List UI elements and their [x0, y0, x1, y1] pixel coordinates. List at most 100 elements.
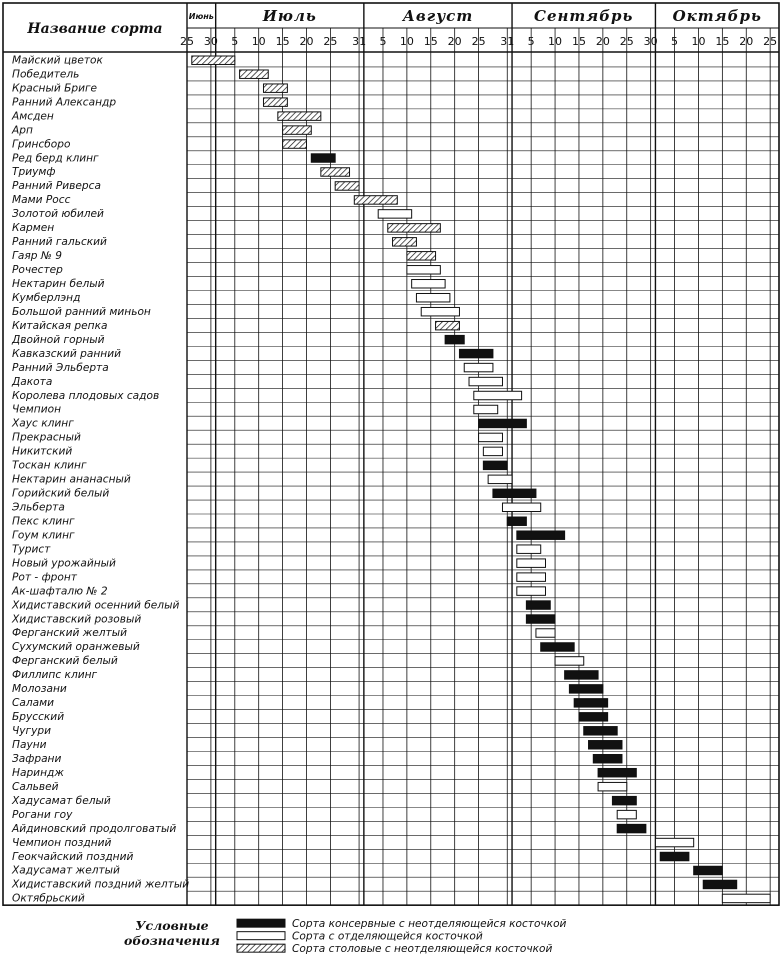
variety-label: Хидиставский поздний желтый — [11, 879, 189, 891]
tick-label: 20 — [739, 35, 753, 48]
tick-label: 15 — [572, 35, 586, 48]
ripening-bar-hatch — [282, 125, 312, 135]
ripening-bar-black — [659, 851, 690, 862]
header-label: Название сорта — [26, 21, 162, 37]
tick-label: 10 — [400, 35, 414, 48]
variety-label: Хадусамат белый — [11, 795, 111, 807]
ripening-bar-white — [654, 837, 695, 848]
variety-label: Хидиставский розовый — [11, 613, 141, 625]
ripening-bar-white — [377, 209, 413, 219]
tick-label: 5 — [671, 35, 678, 48]
legend-label: Сорта консервные с неотделяющейся косточ… — [292, 918, 567, 930]
variety-label: Тоскан клинг — [12, 460, 87, 472]
ripening-bar-black — [516, 530, 566, 540]
ripening-bar-hatch — [353, 195, 398, 205]
tick-label: 31 — [500, 35, 514, 48]
ripening-bar-white — [468, 376, 503, 387]
ripening-bar-white — [482, 446, 503, 457]
variety-label: Горийский белый — [12, 488, 109, 500]
legend-swatch-black — [236, 918, 286, 928]
variety-label: Большой ранний миньон — [12, 306, 151, 318]
variety-label: Арп — [11, 124, 33, 136]
ripening-bar-hatch — [387, 223, 441, 233]
variety-label: Чемпион — [12, 404, 61, 416]
ripening-bar-white — [554, 656, 585, 666]
tick-label: 10 — [252, 35, 266, 48]
ripening-bar-white — [616, 809, 637, 820]
tick-label: 25 — [472, 35, 486, 48]
ripening-bar-black — [525, 600, 551, 610]
variety-label: Мами Росс — [12, 194, 71, 206]
variety-label: Нектарин ананасный — [12, 474, 131, 486]
variety-label: Королева плодовых садов — [12, 390, 159, 402]
ripening-bar-hatch — [334, 181, 360, 191]
ripening-bar-white — [420, 306, 460, 317]
variety-label: Хидиставский осенний белый — [11, 599, 179, 611]
ripening-bar-black — [583, 726, 618, 736]
ripening-bar-hatch — [435, 320, 460, 331]
variety-label: Новый урожайный — [12, 557, 116, 569]
ripening-bar-white — [721, 893, 771, 904]
variety-label: Хадусамат желтый — [11, 865, 120, 877]
ripening-bar-black — [444, 334, 465, 345]
tick-label: 5 — [528, 35, 535, 48]
ripening-bar-white — [478, 432, 503, 443]
month-label: Сентябрь — [534, 7, 633, 25]
tick-label: 10 — [691, 35, 705, 48]
variety-label: Рот - фронт — [12, 571, 78, 583]
ripening-bar-hatch — [282, 139, 308, 149]
month-label: Июль — [262, 7, 317, 25]
ripening-bar-hatch — [406, 251, 437, 261]
month-label: Июнь — [189, 12, 214, 21]
variety-label: Гаяр № 9 — [12, 250, 62, 262]
variety-label: Амсден — [11, 110, 54, 122]
ripening-bar-white — [411, 279, 446, 289]
ripening-bar-black — [478, 418, 527, 429]
variety-label: Эльберта — [11, 502, 65, 514]
variety-label: Китайская репка — [12, 320, 107, 332]
tick-label: 15 — [424, 35, 438, 48]
variety-label: Гринсборо — [12, 138, 70, 150]
tick-label: 30 — [204, 35, 218, 48]
chart-grid — [2, 2, 780, 906]
tick-label: 20 — [448, 35, 462, 48]
ripening-bar-white — [516, 544, 542, 554]
variety-label: Ранний Эльберта — [12, 362, 109, 374]
tick-label: 15 — [715, 35, 729, 48]
ripening-bar-black — [458, 348, 494, 359]
tick-label: 5 — [231, 35, 238, 48]
variety-label: Ранний гальский — [12, 236, 107, 248]
month-label: Август — [402, 7, 473, 25]
ripening-bar-black — [592, 754, 623, 764]
tick-label: 20 — [300, 35, 314, 48]
variety-label: Пауни — [12, 739, 47, 751]
variety-label: Ред берд клинг — [12, 152, 99, 164]
ripening-bar-black — [540, 642, 575, 652]
legend-label: Сорта столовые с неотделяющейся косточко… — [292, 943, 552, 955]
variety-label: Филлипс клинг — [12, 669, 98, 681]
variety-label: Гоум клинг — [12, 529, 75, 541]
legend-title: Условные — [135, 918, 208, 933]
variety-label: Золотой юбилей — [12, 208, 104, 220]
tick-label: 20 — [596, 35, 610, 48]
ripening-bar-black — [492, 488, 537, 499]
variety-label: Никитский — [12, 446, 72, 458]
ripening-bar-white — [406, 265, 441, 275]
variety-label: Салами — [12, 697, 54, 709]
variety-label: Турист — [12, 543, 51, 555]
variety-label: Хаус клинг — [11, 418, 74, 430]
legend-swatch-hatch — [236, 943, 286, 953]
ripening-bar-black — [568, 684, 604, 694]
ripening-bar-black — [506, 516, 527, 526]
variety-label: Октябрьский — [12, 893, 85, 905]
ripening-bar-white — [415, 292, 451, 303]
variety-label: Прекрасный — [12, 432, 81, 444]
ripening-bar-hatch — [262, 83, 288, 93]
tick-label: 25 — [763, 35, 777, 48]
tick-label: 5 — [379, 35, 386, 48]
variety-label: Дакота — [11, 376, 52, 388]
tick-label: 25 — [620, 35, 634, 48]
ripening-bar-hatch — [277, 111, 322, 121]
